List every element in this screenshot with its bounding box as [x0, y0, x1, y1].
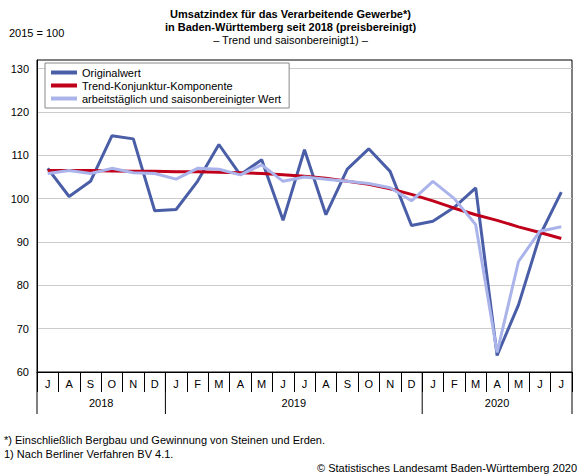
svg-text:60: 60: [17, 366, 29, 378]
svg-text:2018: 2018: [89, 397, 113, 409]
svg-text:120: 120: [11, 106, 29, 118]
svg-text:Originalwert: Originalwert: [82, 67, 141, 79]
svg-text:F: F: [451, 378, 458, 390]
svg-text:S: S: [87, 378, 94, 390]
svg-text:arbeitstäglich und saisonberei: arbeitstäglich und saisonbereinigter Wer…: [82, 93, 281, 105]
svg-text:A: A: [493, 378, 501, 390]
svg-text:M: M: [514, 378, 523, 390]
svg-text:J: J: [430, 378, 436, 390]
svg-text:2015 = 100: 2015 = 100: [9, 27, 64, 39]
svg-text:J: J: [173, 378, 179, 390]
svg-text:J: J: [559, 378, 565, 390]
svg-text:M: M: [471, 378, 480, 390]
svg-text:J: J: [280, 378, 286, 390]
svg-text:Umsatzindex für das Verarbeite: Umsatzindex für das Verarbeitende Gewerb…: [170, 8, 411, 20]
svg-text:J: J: [302, 378, 308, 390]
svg-text:D: D: [151, 378, 159, 390]
svg-text:2020: 2020: [485, 397, 509, 409]
svg-text:130: 130: [11, 63, 29, 75]
svg-text:70: 70: [17, 323, 29, 335]
svg-text:© Statistisches Landesamt Bade: © Statistisches Landesamt Baden-Württemb…: [317, 462, 577, 474]
svg-text:1) Nach Berliner Verfahren BV: 1) Nach Berliner Verfahren BV 4.1.: [4, 448, 173, 460]
svg-text:100: 100: [11, 193, 29, 205]
svg-text:A: A: [322, 378, 330, 390]
svg-text:F: F: [194, 378, 201, 390]
svg-text:– Trend und saisonbereinigt1): – Trend und saisonbereinigt1) –: [213, 34, 369, 46]
svg-text:80: 80: [17, 279, 29, 291]
svg-text:*) Einschließlich Bergbau und: *) Einschließlich Bergbau und Gewinnung …: [4, 434, 325, 446]
svg-text:110: 110: [11, 149, 29, 161]
svg-text:A: A: [65, 378, 73, 390]
svg-text:D: D: [408, 378, 416, 390]
svg-text:M: M: [214, 378, 223, 390]
svg-text:Trend-Konjunktur-Komponente: Trend-Konjunktur-Komponente: [82, 80, 233, 92]
svg-text:2019: 2019: [282, 397, 306, 409]
svg-text:N: N: [386, 378, 394, 390]
svg-text:N: N: [129, 378, 137, 390]
svg-text:M: M: [257, 378, 266, 390]
svg-text:90: 90: [17, 236, 29, 248]
svg-text:J: J: [537, 378, 543, 390]
svg-text:A: A: [237, 378, 245, 390]
svg-text:in Baden-Württemberg seit 2018: in Baden-Württemberg seit 2018 (preisber…: [165, 21, 417, 33]
svg-text:O: O: [108, 378, 117, 390]
svg-text:S: S: [344, 378, 351, 390]
svg-text:O: O: [364, 378, 373, 390]
svg-text:J: J: [45, 378, 51, 390]
